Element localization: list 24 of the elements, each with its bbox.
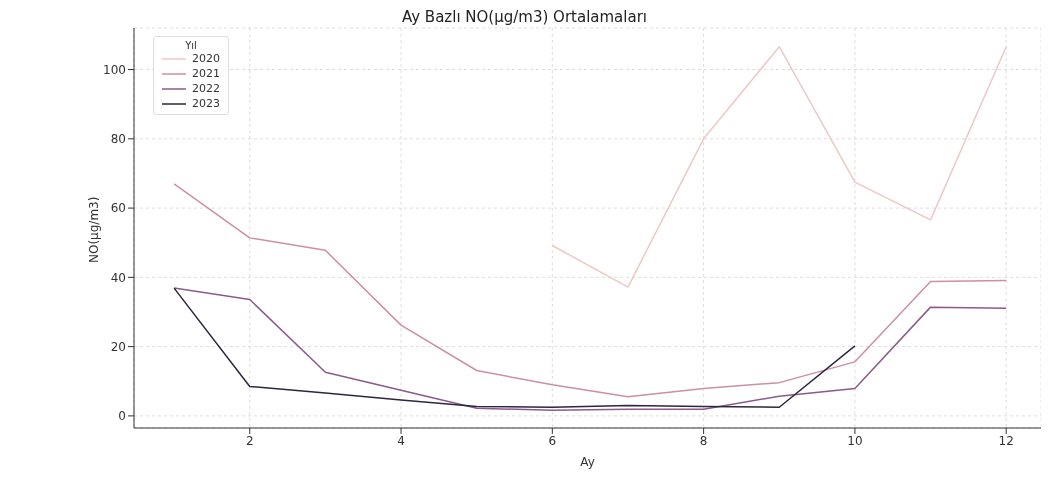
line-series <box>551 45 1007 288</box>
x-tick-label: 6 <box>548 433 557 448</box>
x-tick-label: 4 <box>397 433 405 448</box>
x-tick-label: 2 <box>245 433 254 448</box>
line-series <box>173 287 856 408</box>
x-tick-label: 10 <box>847 433 863 448</box>
legend-title: Yıl <box>184 40 198 51</box>
y-tick-label: 100 <box>103 62 126 77</box>
legend-label: 2021 <box>192 66 220 81</box>
legend-label: 2022 <box>192 81 220 96</box>
y-axis-title: NO(µg/m3) <box>87 196 102 263</box>
y-tick-label: 40 <box>110 270 126 285</box>
y-tick-label: 60 <box>110 201 126 216</box>
line-series <box>173 287 1007 412</box>
x-tick-label: 12 <box>998 433 1014 448</box>
x-axis-title: Ay <box>580 455 595 469</box>
legend-label: 2023 <box>192 96 220 111</box>
chart-title: Ay Bazlı NO(µg/m3) Ortalamaları <box>401 8 648 26</box>
x-tick-label: 8 <box>699 433 708 448</box>
y-tick-label: 20 <box>110 339 126 354</box>
legend-label: 2020 <box>192 51 220 66</box>
y-tick-label: 0 <box>118 409 126 424</box>
line-series <box>173 183 1007 398</box>
y-tick-label: 80 <box>110 132 126 147</box>
